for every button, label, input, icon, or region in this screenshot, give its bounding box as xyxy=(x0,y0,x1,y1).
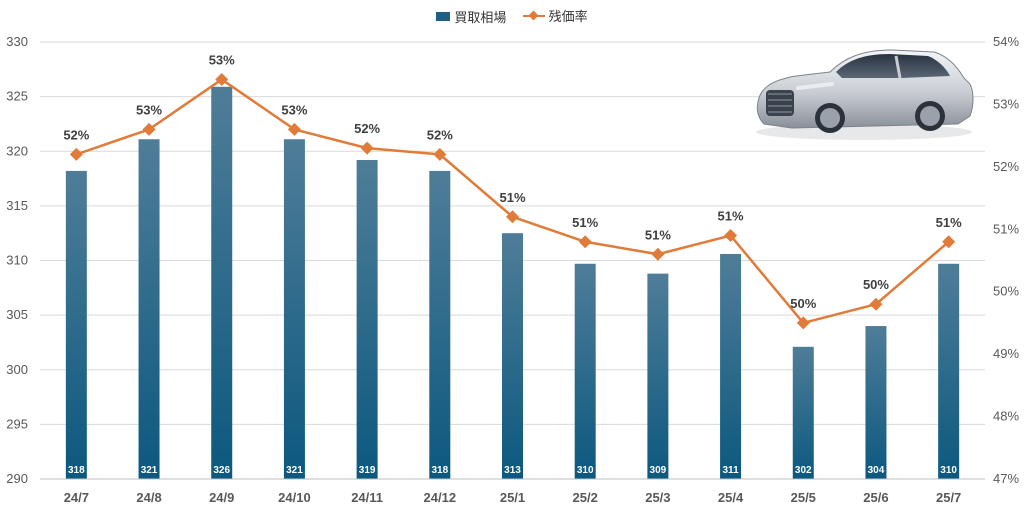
x-tick-label: 24/12 xyxy=(424,490,457,505)
bar[interactable] xyxy=(938,263,960,479)
line-marker[interactable] xyxy=(869,297,883,311)
line-value-label: 52% xyxy=(63,127,89,142)
x-tick-label: 24/11 xyxy=(351,490,383,505)
x-tick-label: 24/10 xyxy=(278,490,311,505)
line-marker[interactable] xyxy=(433,147,447,161)
line-marker[interactable] xyxy=(796,316,810,330)
line-value-label: 53% xyxy=(209,52,235,67)
bar-value-label: 304 xyxy=(868,465,885,476)
bar-value-label: 311 xyxy=(723,465,740,476)
y-left-tick-label: 325 xyxy=(6,89,28,104)
line-marker[interactable] xyxy=(578,235,592,249)
line-marker[interactable] xyxy=(942,235,956,249)
axes: 29029530030531031532032533047%48%49%50%5… xyxy=(6,34,1019,505)
bar[interactable] xyxy=(720,253,742,479)
legend-line-label: 残価率 xyxy=(548,10,588,25)
line-marker[interactable] xyxy=(724,229,738,243)
bar-value-label: 313 xyxy=(504,465,521,476)
x-tick-label: 25/7 xyxy=(936,490,961,505)
bar[interactable] xyxy=(647,273,669,479)
bar-series: 318 321 326 321 319 318 313 310 309 311 302 304 310 xyxy=(65,86,960,480)
bar[interactable] xyxy=(283,139,305,480)
legend-item-line[interactable]: 残価率 xyxy=(522,6,588,25)
y-right-tick-label: 54% xyxy=(993,34,1019,49)
bar[interactable] xyxy=(138,139,160,480)
legend-item-bar[interactable]: 買取相場 xyxy=(436,7,506,26)
line-value-label: 53% xyxy=(281,102,307,117)
x-tick-label: 25/3 xyxy=(645,490,670,505)
line-marker[interactable] xyxy=(215,72,229,86)
bar-value-label: 319 xyxy=(359,465,376,476)
legend-line-swatch-icon xyxy=(522,11,545,21)
y-right-tick-label: 52% xyxy=(993,159,1019,174)
line-marker[interactable] xyxy=(69,147,83,161)
bar[interactable] xyxy=(574,263,596,479)
bar-value-label: 310 xyxy=(577,465,594,476)
x-tick-label: 25/2 xyxy=(573,490,598,505)
line-value-label: 50% xyxy=(790,296,816,311)
bar[interactable] xyxy=(429,170,451,480)
line-value-label: 51% xyxy=(645,227,671,242)
y-left-tick-label: 310 xyxy=(6,253,28,268)
line-marker[interactable] xyxy=(142,122,156,136)
bar[interactable] xyxy=(792,346,814,479)
bar[interactable] xyxy=(211,86,233,479)
line-series: 52% 53% 53% 53% 52% 52% 51% 51% 51% 51% 50% 50% 51% xyxy=(63,52,962,330)
line-marker[interactable] xyxy=(506,210,519,224)
line-value-label: 51% xyxy=(718,209,744,224)
y-left-tick-label: 315 xyxy=(6,198,28,213)
bar-value-label: 318 xyxy=(431,465,448,476)
bar-value-label: 321 xyxy=(286,465,303,476)
x-tick-label: 24/9 xyxy=(209,490,234,505)
y-right-tick-label: 53% xyxy=(993,96,1019,111)
x-tick-label: 24/8 xyxy=(136,490,161,505)
bar[interactable] xyxy=(65,170,87,480)
line-value-label: 51% xyxy=(572,215,598,230)
bar-value-label: 309 xyxy=(650,465,667,476)
y-right-tick-label: 48% xyxy=(993,409,1019,424)
y-left-tick-label: 300 xyxy=(6,362,28,377)
line-value-label: 52% xyxy=(427,127,453,142)
y-left-tick-label: 305 xyxy=(6,307,28,322)
line-marker[interactable] xyxy=(360,141,374,155)
line-marker[interactable] xyxy=(651,247,665,261)
x-tick-label: 25/1 xyxy=(500,490,525,505)
line-value-label: 51% xyxy=(936,215,962,230)
bar-value-label: 318 xyxy=(68,465,85,476)
bar-value-label: 310 xyxy=(940,465,957,476)
bar[interactable] xyxy=(865,326,887,479)
y-right-tick-label: 49% xyxy=(993,346,1019,361)
y-right-tick-label: 47% xyxy=(993,471,1019,486)
x-tick-label: 25/6 xyxy=(863,490,888,505)
line-value-label: 50% xyxy=(863,277,889,292)
line-value-label: 53% xyxy=(136,102,162,117)
line-value-label: 51% xyxy=(499,190,525,205)
bar[interactable] xyxy=(502,233,523,479)
legend-bar-swatch-icon xyxy=(436,11,451,21)
y-left-tick-label: 320 xyxy=(6,143,28,158)
bar-value-label: 302 xyxy=(795,465,812,476)
y-left-tick-label: 290 xyxy=(6,471,28,486)
bar-value-label: 326 xyxy=(213,465,230,476)
x-tick-label: 24/7 xyxy=(64,490,89,505)
y-right-tick-label: 51% xyxy=(993,221,1019,236)
x-tick-label: 25/5 xyxy=(791,490,816,505)
line-marker[interactable] xyxy=(287,122,301,136)
y-left-tick-label: 330 xyxy=(6,34,28,49)
line-value-label: 52% xyxy=(354,121,380,136)
x-tick-label: 25/4 xyxy=(718,490,744,505)
y-right-tick-label: 50% xyxy=(993,284,1019,299)
y-left-tick-label: 295 xyxy=(6,416,28,431)
car-image-icon xyxy=(756,49,974,140)
bar[interactable] xyxy=(356,159,378,480)
chart-legend: 買取相場 残価率 xyxy=(0,6,1024,26)
legend-bar-label: 買取相場 xyxy=(454,10,507,26)
bar-value-label: 321 xyxy=(141,465,158,476)
